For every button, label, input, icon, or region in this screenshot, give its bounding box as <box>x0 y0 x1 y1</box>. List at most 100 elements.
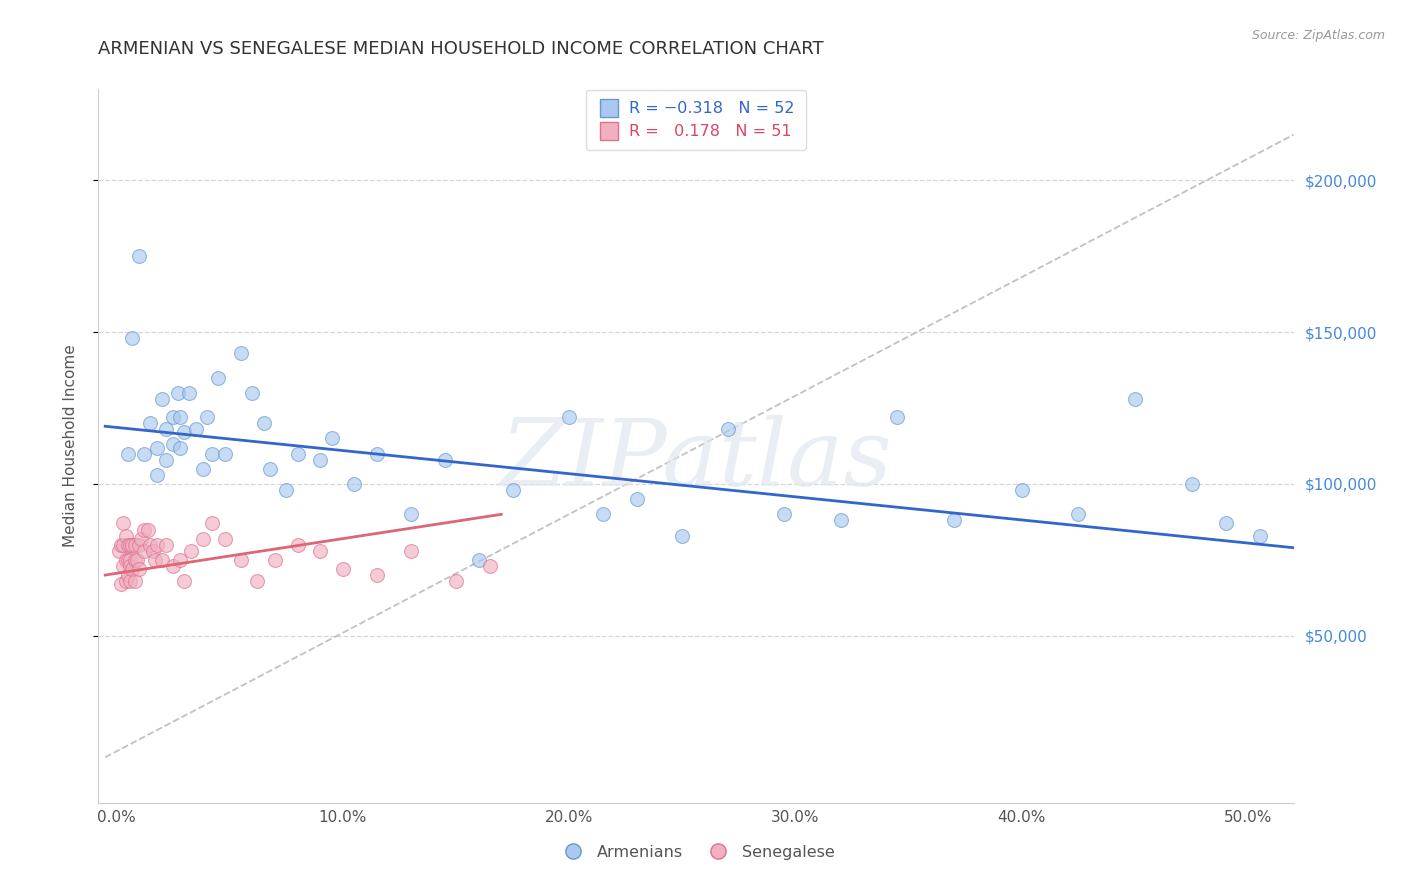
Point <box>309 543 332 558</box>
Point <box>139 538 162 552</box>
Point <box>124 553 146 567</box>
Point <box>264 553 287 567</box>
Point <box>366 568 388 582</box>
Point <box>173 574 195 588</box>
Point <box>180 543 202 558</box>
Point <box>146 538 169 552</box>
Point <box>173 425 195 440</box>
Point <box>114 528 136 542</box>
Point <box>253 416 276 430</box>
Point <box>184 422 207 436</box>
Point <box>143 553 166 567</box>
Point <box>240 385 263 400</box>
Point <box>121 331 143 345</box>
Point <box>1181 477 1204 491</box>
Point <box>1067 508 1090 522</box>
Point <box>207 370 229 384</box>
Point <box>671 528 693 542</box>
Point <box>229 346 252 360</box>
Point <box>162 437 184 451</box>
Point <box>479 558 502 573</box>
Point <box>120 553 142 567</box>
Point <box>121 562 143 576</box>
Point <box>558 410 581 425</box>
Point <box>128 538 150 552</box>
Point <box>150 553 173 567</box>
Point <box>132 543 155 558</box>
Text: ARMENIAN VS SENEGALESE MEDIAN HOUSEHOLD INCOME CORRELATION CHART: ARMENIAN VS SENEGALESE MEDIAN HOUSEHOLD … <box>98 40 824 58</box>
Point <box>592 508 614 522</box>
Point <box>626 492 648 507</box>
Legend: Armenians, Senegalese: Armenians, Senegalese <box>551 838 841 866</box>
Point <box>117 553 139 567</box>
Point <box>502 483 524 497</box>
Point <box>444 574 467 588</box>
Point <box>169 410 191 425</box>
Point <box>943 513 966 527</box>
Point <box>309 452 332 467</box>
Point <box>142 543 165 558</box>
Point <box>886 410 908 425</box>
Point <box>162 410 184 425</box>
Point <box>121 538 143 552</box>
Point <box>117 447 139 461</box>
Point <box>139 416 162 430</box>
Point <box>128 562 150 576</box>
Point <box>467 553 489 567</box>
Point <box>132 523 155 537</box>
Point <box>399 543 422 558</box>
Point <box>1249 528 1271 542</box>
Point <box>433 452 456 467</box>
Point <box>162 558 184 573</box>
Point <box>830 513 852 527</box>
Point <box>229 553 252 567</box>
Point <box>136 523 159 537</box>
Point <box>191 532 214 546</box>
Point <box>155 538 177 552</box>
Point <box>124 574 146 588</box>
Point <box>131 532 153 546</box>
Point <box>195 410 218 425</box>
Point <box>177 385 200 400</box>
Text: ZIPatlas: ZIPatlas <box>501 416 891 505</box>
Point <box>146 467 169 482</box>
Point <box>332 562 354 576</box>
Point <box>117 538 139 552</box>
Point <box>169 553 191 567</box>
Point <box>150 392 173 406</box>
Point <box>110 577 132 591</box>
Point <box>120 574 142 588</box>
Point <box>114 553 136 567</box>
Y-axis label: Median Household Income: Median Household Income <box>63 344 77 548</box>
Point <box>1011 483 1033 497</box>
Point <box>191 462 214 476</box>
Point <box>112 516 135 531</box>
Point <box>169 441 191 455</box>
Point <box>128 249 150 263</box>
Point <box>366 447 388 461</box>
Point <box>110 538 132 552</box>
Point <box>124 538 146 552</box>
Point <box>1215 516 1237 531</box>
Point <box>214 532 236 546</box>
Point <box>343 477 366 491</box>
Point <box>114 574 136 588</box>
Point <box>125 553 148 567</box>
Point <box>112 538 135 552</box>
Point <box>112 558 135 573</box>
Point <box>717 422 740 436</box>
Point <box>155 452 177 467</box>
Point <box>773 508 796 522</box>
Point <box>155 422 177 436</box>
Point <box>276 483 298 497</box>
Point <box>287 538 309 552</box>
Point <box>200 516 222 531</box>
Point <box>287 447 309 461</box>
Text: Source: ZipAtlas.com: Source: ZipAtlas.com <box>1251 29 1385 42</box>
Point <box>117 568 139 582</box>
Point <box>321 431 343 445</box>
Point <box>246 574 269 588</box>
Point <box>259 462 281 476</box>
Point <box>1123 392 1146 406</box>
Point <box>166 385 188 400</box>
